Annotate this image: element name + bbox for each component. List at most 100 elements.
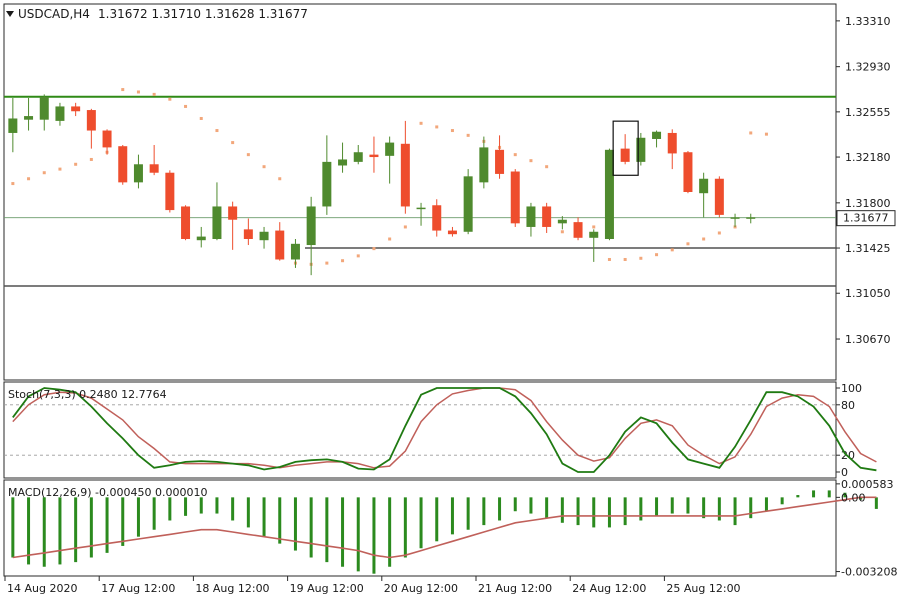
sar-dot xyxy=(592,225,596,229)
candle[interactable] xyxy=(526,202,536,237)
candle-body xyxy=(683,152,693,192)
macd-histogram-bar xyxy=(639,497,643,521)
candle-body xyxy=(542,206,552,227)
candlestick-series[interactable] xyxy=(8,94,756,276)
candle[interactable] xyxy=(589,229,599,262)
candle[interactable] xyxy=(400,120,410,214)
macd-panel-frame xyxy=(3,479,837,577)
candle[interactable] xyxy=(746,213,756,224)
price-tick-label: 1.32555 xyxy=(845,106,891,119)
macd-histogram-bar xyxy=(576,497,580,526)
price-tick-label: 1.30670 xyxy=(845,333,891,346)
candle[interactable] xyxy=(510,169,520,227)
candle[interactable] xyxy=(133,154,143,189)
macd-histogram-bar xyxy=(812,490,816,498)
candle[interactable] xyxy=(542,202,552,233)
candle[interactable] xyxy=(290,239,300,268)
macd-histogram-bar xyxy=(215,497,219,514)
selection-box[interactable] xyxy=(612,120,639,176)
candle[interactable] xyxy=(196,226,206,248)
candle-body xyxy=(714,178,724,215)
macd-histogram-bar xyxy=(262,497,266,537)
candle-body xyxy=(133,164,143,183)
candle[interactable] xyxy=(306,196,316,276)
candle[interactable] xyxy=(636,132,646,166)
candle[interactable] xyxy=(416,202,426,226)
candle[interactable] xyxy=(118,145,128,185)
sar-dot xyxy=(639,256,643,260)
candle[interactable] xyxy=(479,136,489,189)
price-axis[interactable]: 1.33310 1.32930 1.32555 1.32180 1.31800 1.314… xyxy=(836,15,896,346)
macd-histogram-bar xyxy=(105,497,109,553)
marker-box[interactable] xyxy=(612,120,639,176)
candle[interactable] xyxy=(683,151,693,194)
candle[interactable] xyxy=(714,176,724,218)
macd-histogram-bar xyxy=(655,497,659,516)
candle-body xyxy=(369,154,379,158)
candle[interactable] xyxy=(667,129,677,170)
time-axis[interactable]: 14 Aug 2020 17 Aug 12:00 18 Aug 12:00 19 Au… xyxy=(4,576,741,595)
candle[interactable] xyxy=(699,172,709,218)
candle[interactable] xyxy=(369,136,379,173)
sar-dot xyxy=(545,165,549,169)
candle-body xyxy=(746,217,756,219)
candle[interactable] xyxy=(432,199,442,237)
candle[interactable] xyxy=(165,170,175,213)
candle[interactable] xyxy=(620,134,630,165)
macd-histogram-bar xyxy=(764,497,768,512)
sar-dot xyxy=(58,167,62,171)
candle-body xyxy=(259,231,269,241)
sar-dot xyxy=(89,157,93,161)
candle[interactable] xyxy=(652,130,662,148)
candle[interactable] xyxy=(275,222,285,261)
candle[interactable] xyxy=(463,169,473,235)
horizontal-levels[interactable] xyxy=(4,95,836,287)
candle[interactable] xyxy=(86,108,96,149)
candle[interactable] xyxy=(102,129,112,155)
candle[interactable] xyxy=(55,102,65,126)
candle[interactable] xyxy=(8,98,18,153)
candle[interactable] xyxy=(181,205,191,241)
price-tick-label: 1.31800 xyxy=(845,197,891,210)
triangle-down-icon[interactable] xyxy=(6,11,14,17)
candle[interactable] xyxy=(212,182,222,241)
macd-histogram-bar xyxy=(356,497,360,572)
candle-body xyxy=(573,222,583,238)
candle[interactable] xyxy=(353,145,363,165)
macd-histogram-bar xyxy=(231,497,235,521)
candle[interactable] xyxy=(243,218,253,246)
candle[interactable] xyxy=(228,201,238,250)
candle[interactable] xyxy=(495,135,505,179)
candle[interactable] xyxy=(322,135,332,215)
candle[interactable] xyxy=(604,148,614,241)
macd-histogram-bar xyxy=(623,497,627,526)
macd-histogram-bar xyxy=(419,497,423,549)
sar-dot xyxy=(388,237,392,241)
candle[interactable] xyxy=(259,226,269,249)
candle[interactable] xyxy=(24,98,34,131)
price-tick-label: 1.32930 xyxy=(845,61,891,74)
candle[interactable] xyxy=(557,216,567,230)
time-tick-label: 17 Aug 12:00 xyxy=(101,582,175,595)
price-panel-frame xyxy=(3,3,837,381)
sar-dot xyxy=(513,153,517,157)
macd-histogram-bar xyxy=(27,497,31,565)
candle[interactable] xyxy=(71,102,81,117)
macd-histogram-bar xyxy=(780,497,784,505)
price-tick-label: 1.33310 xyxy=(845,15,891,28)
price-tick-label: 1.31050 xyxy=(845,287,891,300)
candle[interactable] xyxy=(149,145,159,176)
candle[interactable] xyxy=(39,94,49,131)
candle[interactable] xyxy=(385,136,395,184)
candle-body xyxy=(667,132,677,154)
candle[interactable] xyxy=(338,142,348,173)
macd-histogram-bar xyxy=(545,497,549,519)
candle[interactable] xyxy=(730,213,740,227)
candle-body xyxy=(730,217,740,219)
candle[interactable] xyxy=(447,226,457,237)
candle[interactable] xyxy=(573,217,583,241)
